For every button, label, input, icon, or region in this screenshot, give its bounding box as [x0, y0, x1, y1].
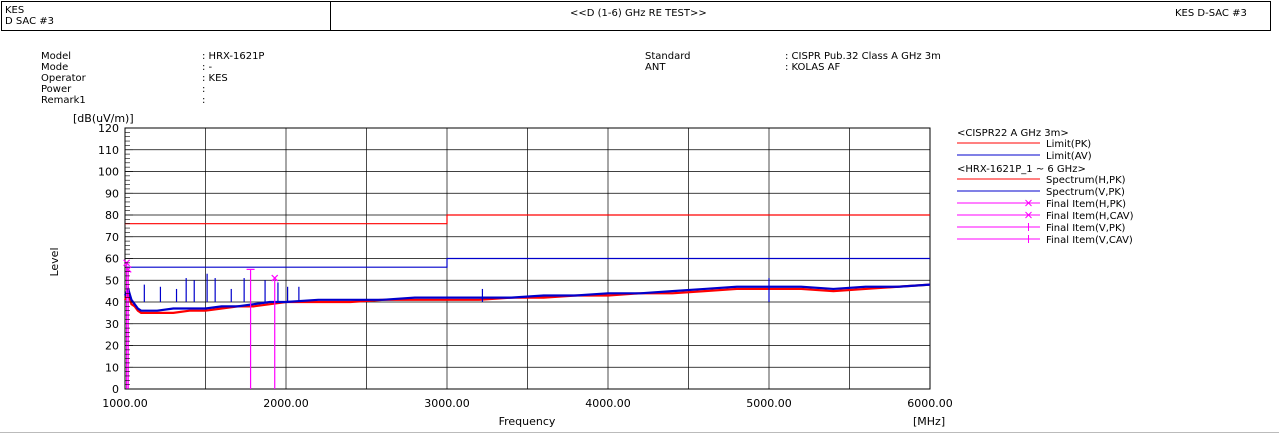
x-axis-title: Frequency — [499, 415, 556, 428]
legend-entry-label: Final Item(V,CAV) — [1046, 235, 1133, 246]
legend-entry-label: Spectrum(V,PK) — [1046, 187, 1125, 198]
legend-group-spectrum: <HRX-1621P_1 ~ 6 GHz> — [957, 164, 1086, 175]
legend-entry-label: Spectrum(H,PK) — [1046, 175, 1126, 186]
info-values-left: : HRX-1621P : - : KES : : — [202, 51, 264, 106]
info-value: : — [202, 84, 206, 95]
info-label: Operator — [41, 73, 86, 84]
x-tick-label: 1000.00 — [102, 397, 148, 410]
y-tick-label: 30 — [105, 318, 119, 331]
info-label: Model — [41, 51, 72, 62]
info-values-right: : CISPR Pub.32 Class A GHz 3m : KOLAS AF — [785, 51, 941, 73]
header-site-line1: KES — [5, 5, 25, 16]
x-tick-label: 2000.00 — [263, 397, 309, 410]
spectrum-trace — [124, 283, 931, 312]
chart-legend: <CISPR22 A GHz 3m> <HRX-1621P_1 ~ 6 GHz> L… — [957, 128, 1134, 246]
info-value: : HRX-1621P — [202, 51, 265, 62]
y-tick-label: 90 — [105, 187, 119, 200]
y-tick-label: 10 — [105, 361, 119, 374]
header-frame — [1, 1, 1271, 31]
header-site: KES D SAC #3 — [1, 1, 331, 31]
legend-entry-label: Limit(AV) — [1046, 151, 1092, 162]
chart-grid — [124, 127, 931, 390]
legend-group-limit: <CISPR22 A GHz 3m> — [957, 128, 1069, 139]
header-site-line2: D SAC #3 — [5, 16, 54, 27]
y-tick-label: 70 — [105, 231, 119, 244]
legend-entry-label: Limit(PK) — [1046, 139, 1091, 150]
y-tick-label: 100 — [98, 166, 119, 179]
header-room: KES D-SAC #3 — [1175, 8, 1247, 19]
info-label: Power — [41, 84, 72, 95]
info-value: : KES — [202, 73, 228, 84]
legend-x-marker — [1025, 199, 1032, 207]
info-labels-right: Standard ANT — [645, 51, 691, 73]
x-tick-label: 3000.00 — [424, 397, 470, 410]
info-label: Mode — [41, 62, 69, 73]
y-tick-label: 60 — [105, 253, 119, 266]
x-axis-unit: [MHz] — [913, 415, 945, 428]
chart-traces — [124, 214, 931, 314]
final-item-x-marker — [271, 274, 279, 282]
y-tick-label: 20 — [105, 340, 119, 353]
chart-axes: 0 10 20 30 40 50 60 70 80 90 100 110 120 1000.00 2000.… — [48, 112, 953, 428]
y-tick-label: 110 — [98, 144, 119, 157]
page-bottom-rule — [0, 432, 1279, 433]
limit-line — [125, 257, 930, 268]
limit-line — [125, 214, 930, 225]
info-label: ANT — [645, 62, 666, 73]
y-tick-label: 0 — [112, 383, 119, 396]
legend-entry-label: Final Item(H,CAV) — [1046, 211, 1134, 222]
legend-x-marker — [1025, 211, 1032, 219]
x-tick-label: 4000.00 — [585, 397, 631, 410]
info-value: : - — [202, 62, 213, 73]
report-title: <<D (1-6) GHz RE TEST>> — [570, 8, 707, 19]
y-tick-label: 50 — [105, 274, 119, 287]
info-value: : — [202, 95, 206, 106]
info-value: : KOLAS AF — [785, 62, 841, 73]
y-tick-label: 80 — [105, 209, 119, 222]
info-label: Standard — [645, 51, 691, 62]
legend-entry-label: Final Item(H,PK) — [1046, 199, 1126, 210]
x-tick-label: 5000.00 — [746, 397, 792, 410]
legend-entry-label: Final Item(V,PK) — [1046, 223, 1125, 234]
info-value: : CISPR Pub.32 Class A GHz 3m — [785, 51, 941, 62]
y-tick-label: 120 — [98, 122, 119, 135]
chart-final-items — [123, 259, 279, 389]
y-axis-unit: [dB(uV/m)] — [73, 112, 134, 125]
x-tick-label: 6000.00 — [907, 397, 953, 410]
info-labels-left: Model Mode Operator Power Remark1 — [41, 51, 86, 106]
info-label: Remark1 — [41, 95, 86, 106]
y-tick-label: 40 — [105, 296, 119, 309]
y-axis-title: Level — [48, 247, 61, 276]
